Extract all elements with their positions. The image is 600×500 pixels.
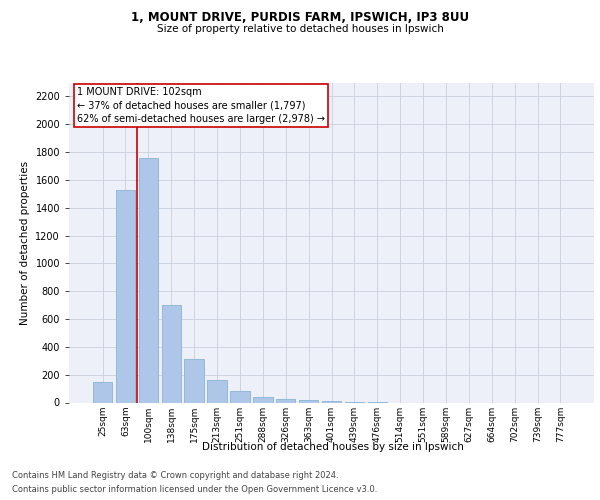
Bar: [322, 401, 341, 402]
Text: 1 MOUNT DRIVE: 102sqm
← 37% of detached houses are smaller (1,797)
62% of semi-d: 1 MOUNT DRIVE: 102sqm ← 37% of detached …: [77, 88, 325, 124]
Bar: [230, 392, 250, 402]
Bar: [184, 360, 204, 403]
Bar: [299, 400, 319, 402]
Y-axis label: Number of detached properties: Number of detached properties: [20, 160, 29, 324]
Bar: [253, 396, 272, 402]
Text: 1, MOUNT DRIVE, PURDIS FARM, IPSWICH, IP3 8UU: 1, MOUNT DRIVE, PURDIS FARM, IPSWICH, IP…: [131, 11, 469, 24]
Bar: [161, 305, 181, 402]
Text: Contains public sector information licensed under the Open Government Licence v3: Contains public sector information licen…: [12, 485, 377, 494]
Text: Contains HM Land Registry data © Crown copyright and database right 2024.: Contains HM Land Registry data © Crown c…: [12, 471, 338, 480]
Bar: [93, 382, 112, 402]
Text: Size of property relative to detached houses in Ipswich: Size of property relative to detached ho…: [157, 24, 443, 34]
Text: Distribution of detached houses by size in Ipswich: Distribution of detached houses by size …: [202, 442, 464, 452]
Bar: [276, 398, 295, 402]
Bar: [116, 190, 135, 402]
Bar: [139, 158, 158, 402]
Bar: [208, 380, 227, 402]
